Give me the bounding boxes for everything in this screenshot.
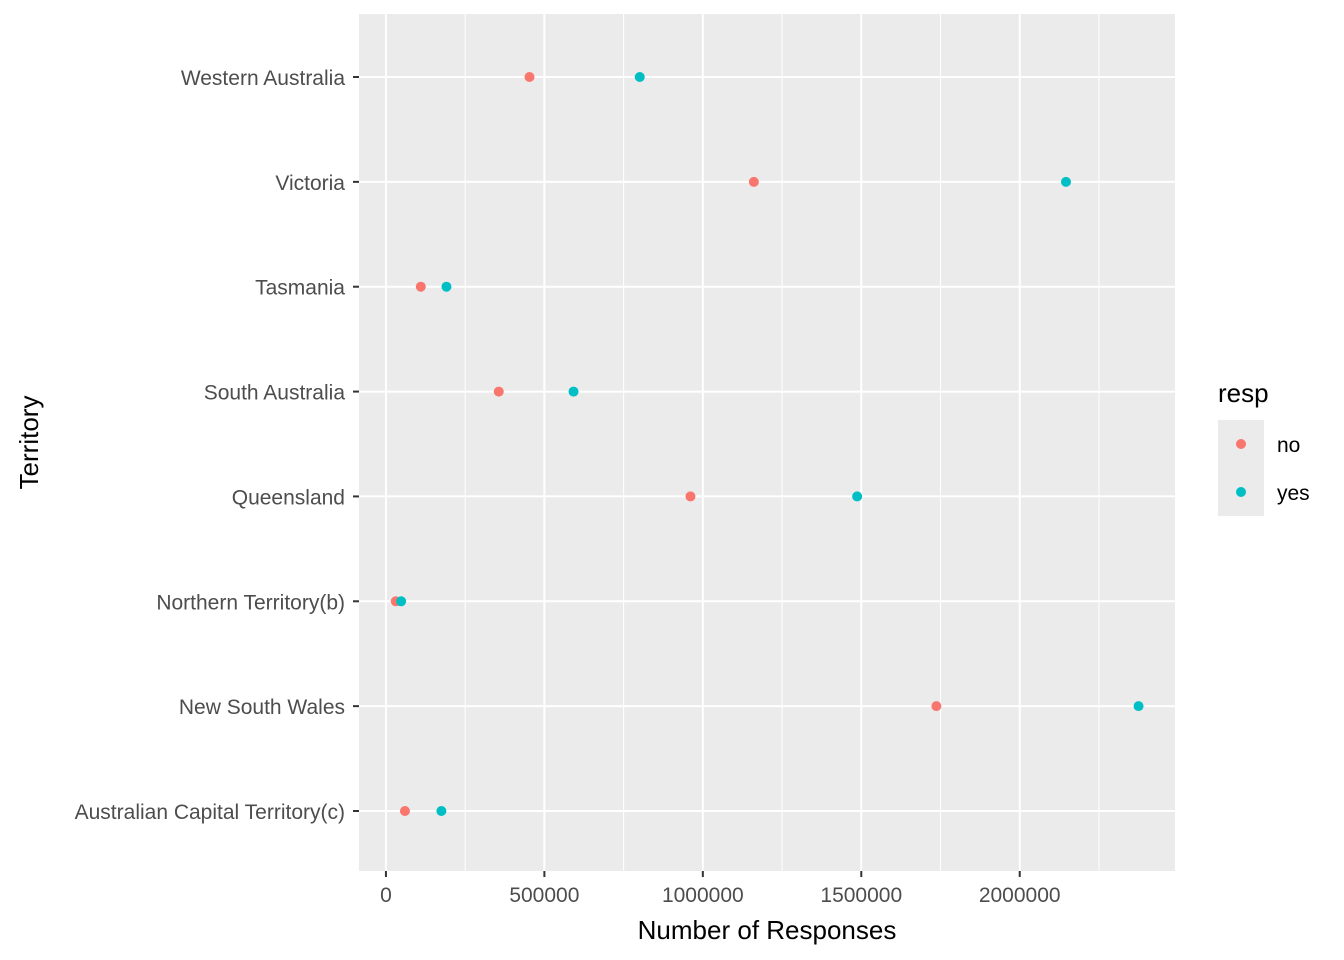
legend-title: resp [1218, 378, 1269, 408]
minor-gridlines [464, 14, 1100, 871]
legend: resp no yes [1218, 378, 1310, 516]
y-tick-label: Western Australia [181, 67, 346, 90]
x-tick-label: 500000 [509, 884, 579, 907]
point-no [399, 806, 410, 816]
y-axis-title: Territory [14, 396, 44, 490]
point-no [524, 72, 535, 82]
y-axis: Australian Capital Territory(c) New South… [75, 67, 359, 824]
y-tick-label: Northern Territory(b) [156, 591, 345, 614]
point-no [493, 386, 504, 397]
data-points [390, 72, 1144, 816]
legend-point-yes [1236, 487, 1246, 497]
x-axis-title: Number of Responses [638, 915, 897, 945]
y-tick-label: New South Wales [179, 696, 345, 719]
x-tick-label: 1500000 [820, 884, 902, 907]
point-yes [852, 491, 863, 502]
point-yes [441, 281, 452, 292]
x-tick-label: 2000000 [979, 884, 1061, 907]
y-tick-label: Australian Capital Territory(c) [75, 801, 345, 824]
y-tick-label: Queensland [232, 486, 345, 509]
legend-point-no [1236, 439, 1246, 449]
x-tick-label: 0 [380, 884, 392, 907]
point-yes [634, 72, 645, 82]
x-tick-label: 1000000 [662, 884, 744, 907]
y-tick-label: Tasmania [255, 277, 345, 300]
legend-label-no: no [1277, 434, 1300, 457]
plot-panel [359, 14, 1175, 871]
y-tick-label: South Australia [204, 382, 346, 405]
point-yes [396, 596, 407, 607]
y-tick-label: Victoria [275, 172, 345, 195]
point-no [931, 701, 942, 712]
point-no [685, 491, 696, 502]
major-gridlines [359, 14, 1175, 871]
point-yes [1060, 176, 1071, 187]
point-yes [568, 386, 579, 397]
point-yes [1133, 701, 1144, 712]
point-no [415, 281, 426, 292]
point-no [748, 176, 759, 187]
x-axis: 0 500000 1000000 1500000 2000000 [380, 871, 1061, 907]
point-yes [436, 806, 447, 816]
legend-label-yes: yes [1277, 482, 1310, 505]
